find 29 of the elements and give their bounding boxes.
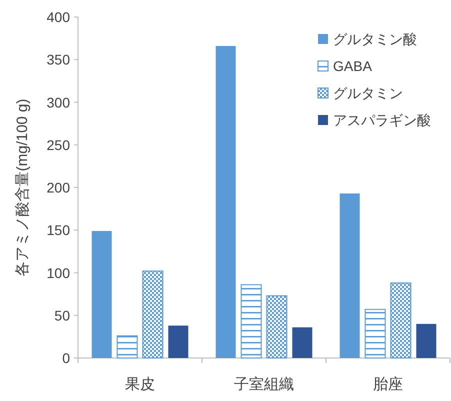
legend-label: グルタミン xyxy=(333,85,403,101)
y-tick-label: 200 xyxy=(46,180,70,196)
y-tick-label: 0 xyxy=(62,350,70,366)
y-tick-label: 350 xyxy=(46,52,70,68)
bar xyxy=(292,327,312,358)
x-tick-label: 胎座 xyxy=(373,376,403,393)
y-tick-label: 300 xyxy=(46,94,70,110)
y-tick-label: 250 xyxy=(46,136,70,153)
x-tick-label: 子室組織 xyxy=(234,376,294,393)
bar xyxy=(266,295,288,358)
bar xyxy=(92,230,112,358)
bar xyxy=(216,46,236,358)
bar xyxy=(390,282,412,358)
bar xyxy=(364,308,386,358)
y-tick-label: 150 xyxy=(46,222,70,238)
y-tick-label: 400 xyxy=(46,9,70,25)
legend-label: グルタミン酸 xyxy=(333,31,417,47)
bar xyxy=(240,284,262,358)
legend-label: アスパラギン酸 xyxy=(333,112,431,128)
x-tick-label: 果皮 xyxy=(125,376,155,393)
bar xyxy=(116,335,138,358)
y-axis-title: 各アミノ酸含量(mg/100 g) xyxy=(14,98,31,276)
bar xyxy=(340,193,360,358)
bar xyxy=(416,324,436,358)
legend-label: GABA xyxy=(333,58,373,74)
y-tick-label: 100 xyxy=(46,264,70,281)
bar xyxy=(168,326,188,358)
bar xyxy=(142,270,164,358)
y-tick-label: 50 xyxy=(54,307,70,324)
